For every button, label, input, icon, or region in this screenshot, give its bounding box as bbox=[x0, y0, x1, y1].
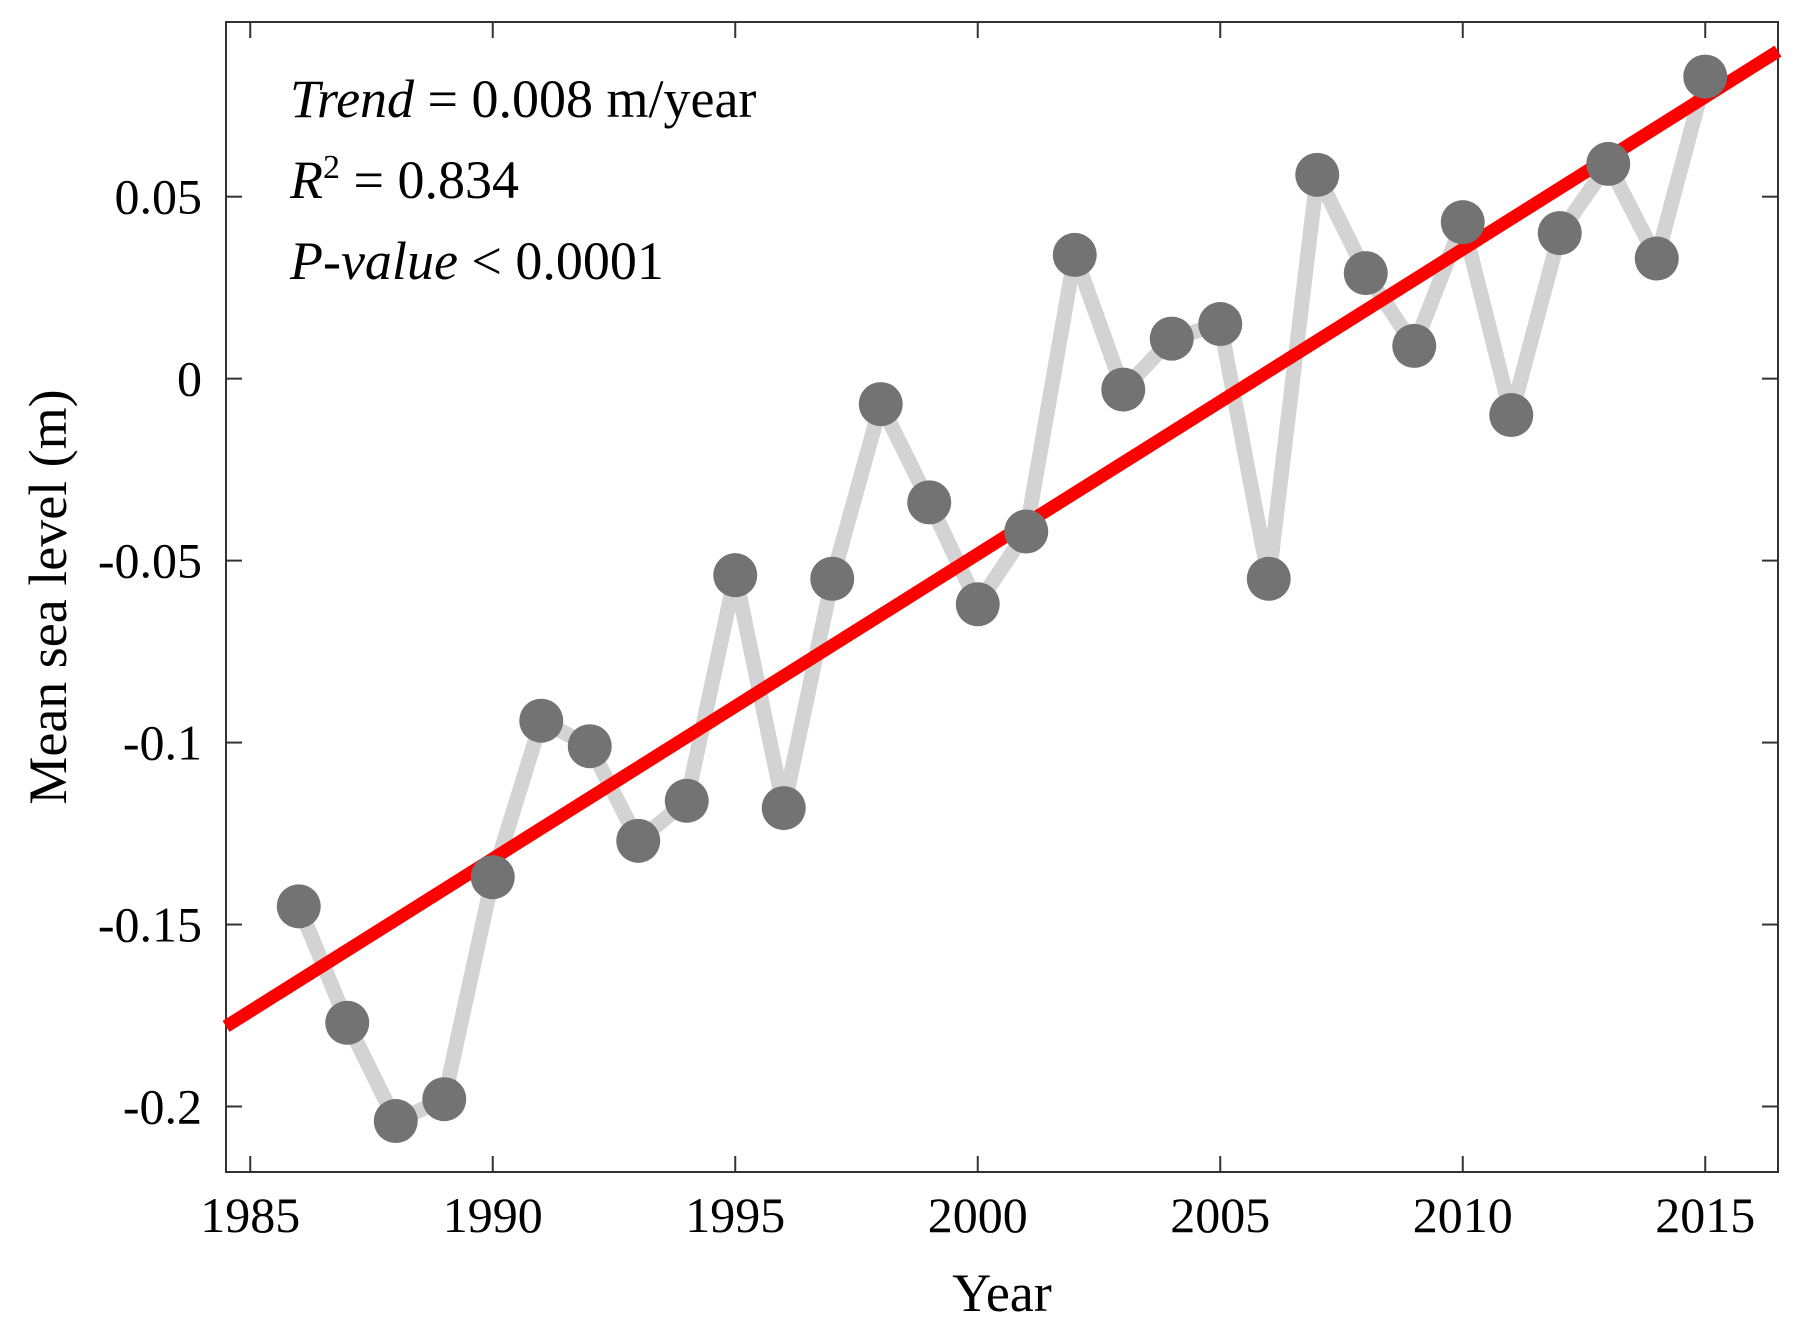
annotation-layer: Trend = 0.008 m/year R2 = 0.834 P-value < … bbox=[289, 69, 756, 291]
y-axis-label: Mean sea level (m) bbox=[18, 389, 78, 804]
x-tick-label: 1985 bbox=[200, 1187, 300, 1243]
x-ticks: 1985 1990 1995 2000 2005 2010 2015 bbox=[200, 22, 1755, 1243]
y-ticks: 0.05 0 -0.05 -0.1 -0.15 -0.2 bbox=[98, 169, 1778, 1134]
data-point bbox=[664, 778, 709, 823]
y-tick-label: -0.2 bbox=[123, 1078, 202, 1134]
data-point bbox=[907, 480, 952, 525]
annotation-superscript: 2 bbox=[323, 149, 340, 186]
annotation-text: R2 = 0.834 bbox=[289, 149, 519, 210]
data-point bbox=[276, 884, 321, 929]
data-point bbox=[1440, 200, 1485, 245]
annotation-value: = 0.008 m/year bbox=[414, 69, 756, 129]
data-point bbox=[1683, 54, 1728, 99]
data-point bbox=[761, 786, 806, 831]
annotation-value: = 0.834 bbox=[340, 150, 519, 210]
annotation-text: Trend = 0.008 m/year bbox=[290, 69, 756, 129]
data-point bbox=[1586, 141, 1631, 186]
data-point bbox=[1489, 393, 1534, 438]
annotation-text: P-value < 0.0001 bbox=[289, 231, 664, 291]
series-line bbox=[291, 69, 1713, 1129]
data-point bbox=[1634, 236, 1679, 281]
annotation-label: R bbox=[289, 150, 323, 210]
data-point bbox=[567, 724, 612, 769]
data-point bbox=[373, 1099, 418, 1144]
y-tick-label: -0.1 bbox=[123, 715, 202, 771]
data-point bbox=[422, 1077, 467, 1122]
data-point bbox=[858, 382, 903, 427]
data-point bbox=[519, 698, 564, 743]
data-point bbox=[470, 855, 515, 900]
x-tick-label: 1995 bbox=[685, 1187, 785, 1243]
x-tick-label: 2000 bbox=[928, 1187, 1028, 1243]
x-tick-label: 2005 bbox=[1170, 1187, 1270, 1243]
y-tick-label: 0 bbox=[177, 351, 202, 407]
data-point bbox=[1343, 251, 1388, 296]
data-point bbox=[616, 818, 661, 863]
y-tick-label: -0.15 bbox=[98, 897, 202, 953]
data-point bbox=[1198, 302, 1243, 347]
x-tick-label: 2015 bbox=[1655, 1187, 1755, 1243]
x-tick-label: 2010 bbox=[1413, 1187, 1513, 1243]
data-point bbox=[1246, 556, 1291, 601]
data-point bbox=[713, 553, 758, 598]
annotation-label: P-value bbox=[289, 231, 458, 291]
annotation-value: < 0.0001 bbox=[458, 231, 664, 291]
data-point bbox=[1392, 323, 1437, 368]
series-layer bbox=[291, 69, 1713, 1129]
data-point bbox=[955, 582, 1000, 627]
data-point bbox=[1101, 367, 1146, 412]
y-tick-label: -0.05 bbox=[98, 533, 202, 589]
data-point bbox=[1537, 211, 1582, 256]
trend-layer bbox=[222, 45, 1782, 1144]
data-point bbox=[1052, 232, 1097, 277]
data-point bbox=[1149, 316, 1194, 361]
data-point bbox=[325, 1000, 370, 1045]
annotation-label: Trend bbox=[290, 69, 415, 129]
data-point bbox=[810, 556, 855, 601]
x-axis-label: Year bbox=[952, 1263, 1052, 1323]
y-tick-label: 0.05 bbox=[115, 169, 203, 225]
data-point bbox=[1004, 509, 1049, 554]
data-point bbox=[1295, 152, 1340, 197]
x-tick-label: 1990 bbox=[443, 1187, 543, 1243]
